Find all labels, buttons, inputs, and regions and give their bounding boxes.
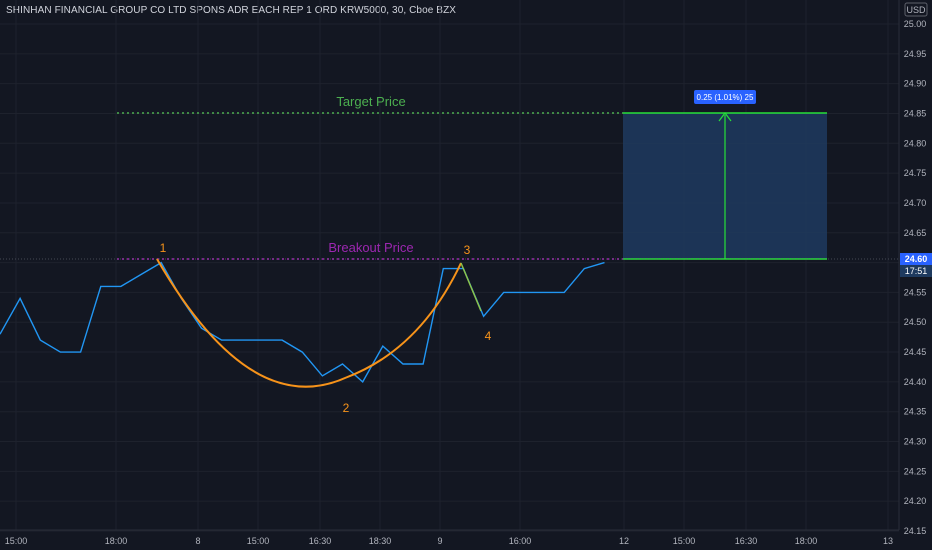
target-price-label: Target Price <box>336 94 405 109</box>
time-tick-label: 16:00 <box>509 536 532 546</box>
price-tick-label: 24.35 <box>904 407 927 417</box>
time-tick-label: 16:30 <box>309 536 332 546</box>
price-tick-label: 25.00 <box>904 19 927 29</box>
measure-badge-text: 0.25 (1.01%) 25 <box>697 93 754 102</box>
point-label-3: 3 <box>464 243 471 257</box>
breakout-price-label: Breakout Price <box>328 240 413 255</box>
price-tick-label: 24.85 <box>904 108 927 118</box>
currency-label: USD <box>906 5 926 15</box>
point-label-4: 4 <box>485 329 492 343</box>
price-tick-label: 24.50 <box>904 317 927 327</box>
price-tick-label: 24.95 <box>904 49 927 59</box>
time-tick-label: 15:00 <box>247 536 270 546</box>
point-label-1: 1 <box>160 241 167 255</box>
time-tick-label: 15:00 <box>673 536 696 546</box>
price-tick-label: 24.40 <box>904 377 927 387</box>
cup-curve[interactable] <box>156 258 462 388</box>
price-tick-label: 24.70 <box>904 198 927 208</box>
price-tick-label: 24.90 <box>904 79 927 89</box>
last-price-badge: 24.60 17:51 <box>900 253 932 277</box>
measure-arrow-head-icon <box>718 112 732 122</box>
price-tick-label: 24.30 <box>904 437 927 447</box>
price-tick-label: 24.25 <box>904 466 927 476</box>
time-tick-label: 18:00 <box>105 536 128 546</box>
chart-title: SHINHAN FINANCIAL GROUP CO LTD SPONS ADR… <box>6 5 457 16</box>
time-tick-label: 15:00 <box>5 536 28 546</box>
price-tick-label: 24.75 <box>904 168 927 178</box>
last-price-label: 24.60 <box>905 254 928 264</box>
countdown-label: 17:51 <box>905 266 928 276</box>
price-axis[interactable]: 25.00 24.95 24.90 24.85 24.80 24.75 24.70 24.65… <box>904 19 927 536</box>
currency-badge[interactable]: USD <box>904 2 928 17</box>
time-tick-label: 18:30 <box>369 536 392 546</box>
grid <box>0 0 899 532</box>
price-tick-label: 24.80 <box>904 138 927 148</box>
time-tick-label: 8 <box>195 536 200 546</box>
handle-line[interactable] <box>460 262 482 312</box>
price-tick-label: 24.20 <box>904 496 927 506</box>
time-tick-label: 18:00 <box>795 536 818 546</box>
series-layer <box>0 261 605 383</box>
price-tick-label: 24.65 <box>904 228 927 238</box>
time-tick-label: 9 <box>437 536 442 546</box>
time-tick-label: 12 <box>619 536 629 546</box>
price-tick-label: 24.55 <box>904 287 927 297</box>
time-tick-label: 13 <box>883 536 893 546</box>
time-tick-label: 16:30 <box>735 536 758 546</box>
price-tick-label: 24.45 <box>904 347 927 357</box>
point-label-2: 2 <box>343 401 350 415</box>
price-tick-label: 24.15 <box>904 526 927 536</box>
time-axis[interactable]: 15:00 18:00 8 15:00 16:30 18:30 9 16:00 12 15:00 1… <box>5 536 893 546</box>
measure-badge[interactable]: 0.25 (1.01%) 25 <box>694 90 756 104</box>
